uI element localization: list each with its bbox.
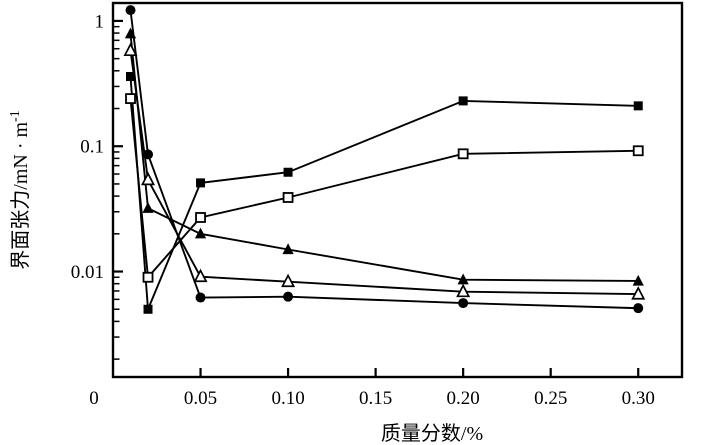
open-triangle-marker-icon	[631, 286, 646, 300]
filled-triangle-marker-icon	[457, 273, 469, 285]
open-triangle-marker-icon	[141, 171, 156, 186]
open-triangle-marker-icon	[193, 268, 208, 283]
open-triangle-marker-icon	[456, 283, 471, 298]
open-square-marker-icon	[142, 271, 154, 283]
y-tick-label: 0.01	[71, 262, 104, 283]
filled-circle-marker-icon	[458, 298, 469, 309]
open-triangle-marker-icon	[123, 42, 138, 57]
x-tick-label: 0.10	[271, 388, 304, 409]
y-axis-title: 界面张力/mN · m-1	[8, 110, 32, 269]
x-tick-label: 0.15	[359, 388, 392, 409]
x-axis-title: 质量分数/%	[381, 422, 483, 445]
open-square-marker-icon	[282, 192, 294, 203]
x-tick-label: 0.25	[534, 388, 567, 409]
y-tick-label: 0.1	[80, 137, 104, 158]
filled-square-marker-icon	[633, 101, 643, 111]
x-tick-label: 0.20	[447, 388, 480, 409]
x-tick-label: 0	[89, 388, 99, 409]
series-line-open-triangle	[129, 50, 639, 296]
open-square-marker-icon	[457, 148, 469, 160]
filled-circle-marker-icon	[125, 5, 136, 16]
filled-square-marker-icon	[143, 304, 153, 314]
y-tick-label: 1	[95, 11, 105, 32]
open-square-marker-icon	[195, 212, 206, 223]
series-line-open-square	[129, 98, 639, 280]
x-tick-label: 0.05	[184, 388, 217, 409]
series-line-filled-square	[129, 76, 639, 310]
filled-circle-marker-icon	[143, 149, 154, 160]
filled-square-marker-icon	[283, 167, 293, 177]
x-tick-label: 0.30	[622, 388, 655, 409]
filled-circle-marker-icon	[633, 303, 644, 314]
plot-frame	[111, 1, 684, 379]
filled-triangle-marker-icon	[282, 243, 294, 255]
filled-square-marker-icon	[126, 72, 136, 82]
open-square-marker-icon	[125, 93, 136, 104]
open-triangle-marker-icon	[281, 273, 296, 288]
filled-square-marker-icon	[458, 96, 468, 106]
filled-circle-marker-icon	[283, 291, 294, 302]
filled-circle-marker-icon	[195, 292, 206, 303]
filled-triangle-marker-icon	[142, 202, 154, 213]
filled-square-marker-icon	[196, 178, 206, 188]
series-line-filled-circle	[129, 9, 639, 310]
filled-triangle-marker-icon	[124, 27, 137, 39]
filled-triangle-marker-icon	[194, 227, 207, 239]
filled-triangle-marker-icon	[632, 274, 644, 286]
open-square-marker-icon	[632, 145, 644, 157]
series-line-filled-triangle	[129, 33, 639, 282]
